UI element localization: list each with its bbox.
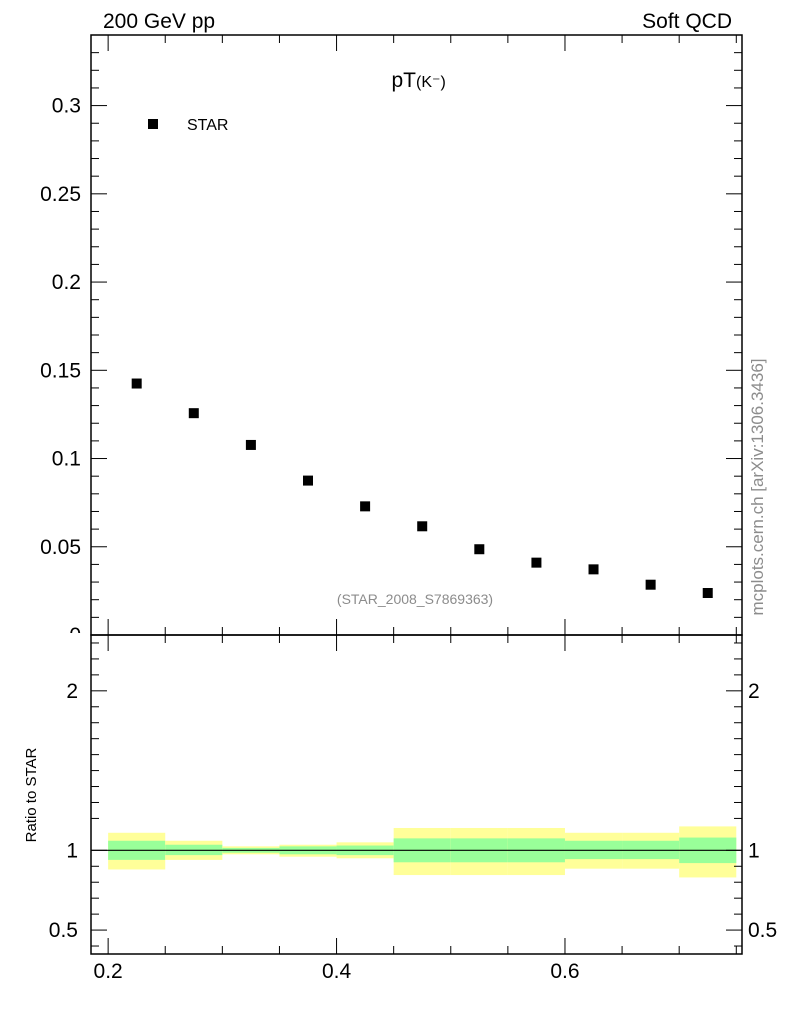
x-tick-labels: 0.2 0.4 0.6 <box>94 960 580 983</box>
data-points <box>131 378 713 598</box>
ratio-frame <box>90 634 743 955</box>
ratio-y-tick-label-left: 1 <box>66 839 78 862</box>
data-point-star <box>188 408 199 419</box>
data-point-star <box>588 564 599 575</box>
ratio-y-tick-label-right: 1 <box>748 839 760 862</box>
ratio-panel: 0.5 0.5 1 1 2 2 0.2 0.4 0.6 Ratio to STAR <box>23 634 777 983</box>
plot-title-main: pT <box>391 69 416 92</box>
main-panel: 0.05 0.1 0.15 0.2 0.25 0.3 0 pT (K⁻) STAR (STA… <box>40 34 743 647</box>
y-tick-label: 0.05 <box>40 536 81 559</box>
ratio-axis-ticks <box>91 635 742 954</box>
data-point-star <box>417 521 428 532</box>
data-point-star <box>474 544 485 555</box>
data-point-star <box>303 475 313 486</box>
data-point-star <box>131 378 142 389</box>
main-y-tick-labels: 0.05 0.1 0.15 0.2 0.25 0.3 0 <box>40 95 81 647</box>
y-tick-label: 0.2 <box>52 271 81 294</box>
ratio-y-tick-label-right: 0.5 <box>748 919 777 942</box>
side-watermark: mcplots.cern.ch [arXiv:1306.3436] <box>748 358 767 615</box>
main-axis-ticks <box>91 35 742 635</box>
legend: STAR <box>148 117 228 134</box>
data-point-star <box>360 501 371 512</box>
analysis-tag: (STAR_2008_S7869363) <box>337 591 493 607</box>
ratio-y-tick-labels: 0.5 0.5 1 1 2 2 <box>49 680 777 942</box>
data-point-star <box>702 588 713 598</box>
y-tick-label: 0.1 <box>52 448 81 471</box>
legend-label-star: STAR <box>187 117 228 134</box>
ratio-y-tick-label-left: 0.5 <box>49 919 78 942</box>
y-tick-label: 0.15 <box>40 359 81 382</box>
y-tick-label: 0.25 <box>40 183 81 206</box>
x-tick-label: 0.4 <box>322 960 352 983</box>
data-point-star <box>645 579 656 590</box>
data-point-star <box>531 557 542 568</box>
x-tick-label: 0.6 <box>550 960 579 983</box>
y-tick-label-zero: 0 <box>69 624 81 647</box>
ratio-y-tick-label-right: 2 <box>748 680 760 703</box>
x-tick-label: 0.2 <box>94 960 123 983</box>
ratio-uncertainty-bands <box>108 826 737 878</box>
y-tick-label: 0.3 <box>52 95 81 118</box>
ratio-y-tick-label-left: 2 <box>66 680 78 703</box>
header-right-label: Soft QCD <box>642 10 732 33</box>
ratio-y-axis-label: Ratio to STAR <box>23 747 40 842</box>
plot-title-sub: (K⁻) <box>416 74 446 91</box>
data-point-star <box>245 439 256 450</box>
legend-marker-square <box>148 119 158 129</box>
header-left-label: 200 GeV pp <box>103 10 215 33</box>
